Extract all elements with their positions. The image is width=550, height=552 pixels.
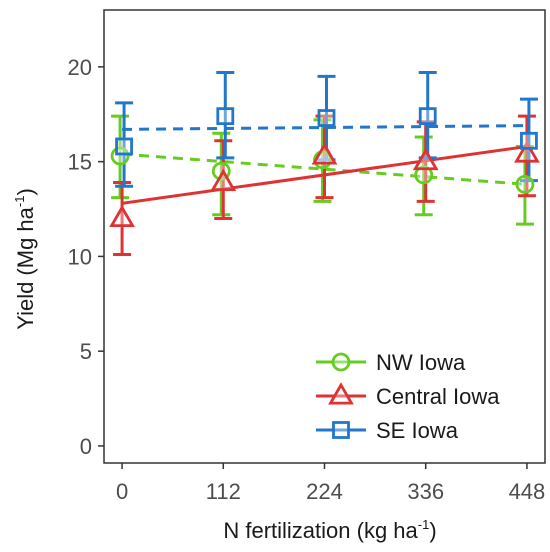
markers-se-iowa [115,107,538,156]
legend-marker-se-iowa [332,421,350,439]
series-central-iowa [113,114,536,257]
legend-item-se-iowa: SE Iowa [316,418,459,443]
legend-label-central-iowa: Central Iowa [376,384,500,409]
error-bar-se-iowa [216,71,235,160]
x-tick-label: 336 [407,479,444,504]
error-bar-se-iowa [519,97,538,183]
point-se-iowa [520,131,538,150]
error-bar-central-iowa [113,180,132,257]
legend-label-se-iowa: SE Iowa [376,418,459,443]
legend-marker-central-iowa [328,382,354,405]
point-se-iowa [317,109,336,127]
legend: NW Iowa Central Iowa SE Iowa [316,350,500,443]
point-se-iowa [216,107,235,126]
x-tick-label: 224 [306,479,343,504]
point-nw-iowa [414,165,434,185]
markers-nw-iowa [110,146,535,194]
y-axis-title: Yield (Mg ha-1) [12,188,38,330]
x-tick-label: 448 [509,479,546,504]
series-nw-iowa [111,114,534,226]
point-se-iowa [115,137,133,156]
y-tick-label: 5 [80,339,92,364]
axis-ticks: 0 5 10 15 20 0 112 224 336 448 [68,55,546,504]
x-axis-title: N fertilization (kg ha-1) [223,517,436,543]
y-tick-label: 10 [68,244,92,269]
point-central-iowa [514,140,540,163]
legend-marker-nw-iowa [331,352,351,372]
series-se-iowa [115,71,538,188]
point-nw-iowa [515,174,535,194]
plot-area [103,9,546,464]
legend-label-nw-iowa: NW Iowa [376,350,466,375]
y-tick-label: 0 [80,434,92,459]
y-tick-label: 15 [68,150,92,175]
error-bar-central-iowa [517,114,536,198]
point-central-iowa [412,147,439,171]
point-central-iowa [109,204,135,228]
error-bar-se-iowa [115,101,134,188]
x-tick-label: 0 [116,479,128,504]
legend-item-nw-iowa: NW Iowa [316,350,466,375]
y-tick-label: 20 [68,55,92,80]
point-central-iowa [210,168,237,192]
legend-item-central-iowa: Central Iowa [316,382,500,409]
x-tick-label: 112 [206,479,241,504]
markers-central-iowa [109,140,540,228]
error-bar-nw-iowa [111,114,130,200]
point-central-iowa [311,142,338,165]
point-se-iowa [418,107,437,126]
